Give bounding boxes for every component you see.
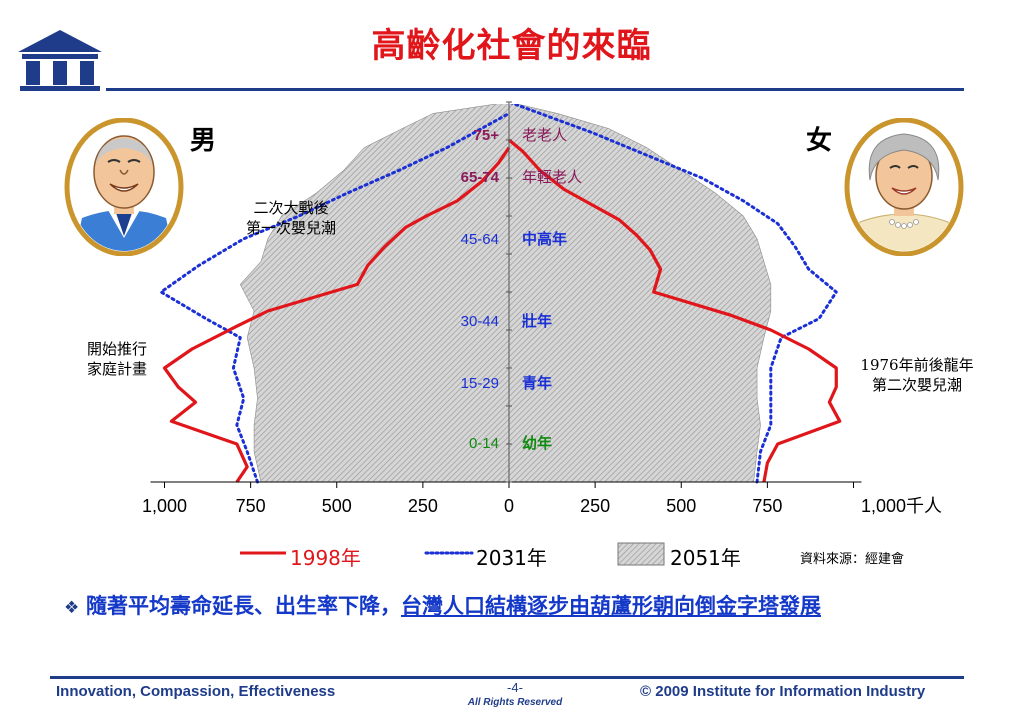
age-group-range-label: 30-44 [461, 313, 499, 330]
series-1998-female-line [507, 138, 842, 483]
rights-notice: All Rights Reserved [467, 697, 563, 708]
conclusion-text: 隨著平均壽命延長、出生率下降，台灣人口結構逐步由葫蘆形朝向倒金字塔發展 [86, 592, 916, 620]
age-group-range-label: 45-64 [461, 231, 499, 248]
age-group-name-label: 壯年 [522, 312, 552, 330]
x-tick-label: 250 [408, 496, 438, 516]
conclusion-underlined: 台灣人口結構逐步由葫蘆形朝向倒金字塔發展 [401, 594, 821, 618]
series-2031-female-line [510, 104, 838, 484]
age-group-name-label: 幼年 [522, 434, 552, 452]
page-title: 高齡化社會的來臨 [371, 26, 652, 66]
page-number: -4- [507, 680, 523, 695]
copyright-text: 2009 Institute for Information Industry [655, 683, 926, 700]
x-tick-label: 750 [236, 496, 266, 516]
x-tick-label: 1,000 [142, 496, 187, 516]
series-1998-male-line [162, 146, 511, 483]
age-group-name-label: 年輕老人 [522, 168, 582, 186]
footer-divider [50, 676, 964, 679]
series-2031-male-line [159, 111, 511, 484]
annotation-family-planning: 開始推行 家庭計畫 [62, 339, 172, 379]
annotation-line: 二次大戰後 [253, 199, 329, 217]
annotation-line: 第一次嬰兒潮 [245, 219, 336, 237]
age-group-range-label: 75+ [474, 127, 500, 144]
series-2051-area [239, 104, 772, 483]
x-tick-label: 1,000千人 [861, 496, 942, 516]
annotation-baby-boom-2: 1976年前後龍年 第二次嬰兒潮 [832, 355, 1002, 395]
footer-slogan: Innovation, Compassion, Effectiveness [56, 683, 336, 700]
conclusion-plain: 隨著平均壽命延長、出生率下降， [86, 594, 401, 618]
data-source: 資料來源：經建會 [800, 552, 905, 567]
elderly-woman-portrait [844, 118, 964, 256]
legend-label-1998: 1998年 [290, 546, 361, 570]
annotation-line: 1976年前後龍年 [860, 356, 974, 374]
legend-swatch-2051 [617, 542, 665, 566]
copyright-notice: © 2009 Institute for Information Industr… [640, 683, 925, 700]
annotation-baby-boom-1: 二次大戰後 第一次嬰兒潮 [216, 198, 366, 238]
x-tick-label: 250 [580, 496, 610, 516]
age-group-name-label: 青年 [522, 374, 552, 392]
age-group-range-label: 0-14 [469, 435, 499, 452]
copyright-icon: © [640, 683, 652, 700]
age-group-name-label: 中高年 [522, 230, 567, 248]
x-tick-label: 500 [666, 496, 696, 516]
female-label: 女 [806, 126, 833, 156]
x-tick-label: 500 [322, 496, 352, 516]
legend-label-2051: 2051年 [670, 546, 741, 570]
male-label: 男 [190, 126, 217, 156]
age-group-range-label: 15-29 [461, 375, 499, 392]
annotation-line: 家庭計畫 [86, 360, 147, 378]
x-tick-label: 0 [504, 496, 514, 516]
legend-label-2031: 2031年 [476, 546, 547, 570]
annotation-line: 第二次嬰兒潮 [871, 376, 962, 394]
header-divider [106, 88, 964, 91]
annotation-line: 開始推行 [86, 340, 147, 358]
x-tick-label: 750 [752, 496, 782, 516]
age-group-range-label: 65-74 [461, 169, 500, 186]
iii-logo [18, 30, 102, 91]
diamond-bullet-icon: ❖ [64, 598, 80, 618]
age-group-name-label: 老老人 [522, 126, 567, 144]
elderly-man-portrait [64, 118, 184, 256]
